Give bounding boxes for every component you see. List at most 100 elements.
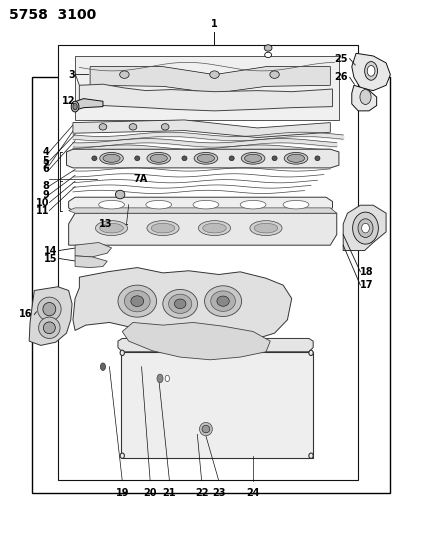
Ellipse shape — [283, 200, 309, 209]
Text: 6: 6 — [42, 165, 49, 174]
Text: 21: 21 — [163, 488, 176, 498]
Ellipse shape — [211, 291, 236, 311]
Ellipse shape — [202, 223, 227, 233]
Ellipse shape — [210, 71, 219, 78]
Ellipse shape — [151, 223, 175, 233]
Ellipse shape — [163, 289, 197, 318]
Polygon shape — [352, 85, 377, 111]
Ellipse shape — [135, 156, 140, 161]
Ellipse shape — [315, 156, 320, 161]
Ellipse shape — [37, 297, 61, 321]
Ellipse shape — [353, 212, 378, 244]
Ellipse shape — [254, 223, 278, 233]
Polygon shape — [75, 56, 339, 120]
Ellipse shape — [39, 317, 60, 338]
Ellipse shape — [284, 152, 308, 164]
Ellipse shape — [182, 156, 187, 161]
Ellipse shape — [131, 296, 144, 306]
Polygon shape — [79, 84, 332, 111]
Text: 12: 12 — [62, 96, 75, 106]
Polygon shape — [66, 149, 339, 168]
Ellipse shape — [202, 425, 210, 433]
Ellipse shape — [265, 52, 272, 58]
Text: 8: 8 — [42, 181, 49, 191]
Ellipse shape — [99, 124, 107, 130]
Polygon shape — [122, 322, 270, 360]
Ellipse shape — [198, 221, 231, 236]
Ellipse shape — [100, 152, 124, 164]
Text: 23: 23 — [212, 488, 226, 498]
Polygon shape — [75, 256, 107, 268]
Polygon shape — [118, 338, 313, 352]
Polygon shape — [69, 197, 332, 212]
Text: 5: 5 — [42, 156, 49, 166]
Ellipse shape — [146, 200, 172, 209]
Ellipse shape — [120, 71, 129, 78]
Text: 19: 19 — [115, 488, 129, 498]
Ellipse shape — [362, 223, 369, 233]
Ellipse shape — [147, 152, 170, 164]
Ellipse shape — [100, 363, 106, 370]
Text: 25: 25 — [334, 54, 347, 63]
Text: 22: 22 — [195, 488, 208, 498]
Bar — [32, 77, 390, 493]
Ellipse shape — [358, 219, 373, 238]
Ellipse shape — [43, 303, 56, 316]
Polygon shape — [69, 208, 337, 213]
Ellipse shape — [217, 296, 229, 306]
Text: 15: 15 — [45, 254, 58, 263]
Polygon shape — [73, 268, 292, 344]
Polygon shape — [352, 53, 390, 91]
Ellipse shape — [194, 152, 218, 164]
Ellipse shape — [124, 290, 150, 312]
Text: 9: 9 — [42, 190, 49, 199]
Ellipse shape — [197, 155, 214, 163]
Ellipse shape — [365, 62, 378, 80]
Text: 4: 4 — [42, 147, 49, 157]
Polygon shape — [343, 205, 386, 251]
Ellipse shape — [73, 103, 77, 110]
Ellipse shape — [270, 71, 279, 78]
Ellipse shape — [367, 66, 375, 76]
Ellipse shape — [272, 156, 277, 161]
Bar — [58, 45, 358, 480]
Text: 14: 14 — [45, 246, 58, 255]
Text: 1: 1 — [211, 19, 218, 29]
Ellipse shape — [264, 45, 272, 51]
Ellipse shape — [169, 294, 192, 313]
Ellipse shape — [199, 422, 212, 436]
Ellipse shape — [115, 190, 125, 199]
Ellipse shape — [161, 124, 169, 130]
Polygon shape — [73, 99, 103, 111]
Ellipse shape — [287, 155, 305, 163]
Ellipse shape — [165, 375, 169, 382]
Ellipse shape — [103, 155, 120, 163]
Ellipse shape — [43, 322, 55, 334]
Polygon shape — [75, 243, 112, 257]
Ellipse shape — [240, 200, 266, 209]
Ellipse shape — [92, 156, 97, 161]
Ellipse shape — [309, 350, 313, 356]
Ellipse shape — [174, 299, 186, 309]
Text: 3: 3 — [68, 70, 75, 79]
Text: 13: 13 — [99, 219, 112, 229]
Polygon shape — [69, 213, 337, 245]
Ellipse shape — [118, 285, 157, 317]
Ellipse shape — [205, 286, 242, 317]
Ellipse shape — [99, 200, 124, 209]
Ellipse shape — [157, 374, 163, 383]
Text: 5758  3100: 5758 3100 — [9, 8, 96, 22]
Text: 16: 16 — [19, 310, 32, 319]
Text: 26: 26 — [334, 72, 347, 82]
Polygon shape — [29, 287, 72, 345]
Ellipse shape — [250, 221, 282, 236]
Ellipse shape — [100, 223, 124, 233]
Text: 20: 20 — [143, 488, 157, 498]
Polygon shape — [73, 120, 330, 138]
Ellipse shape — [96, 221, 128, 236]
Ellipse shape — [241, 152, 265, 164]
Text: 11: 11 — [36, 206, 49, 215]
Ellipse shape — [229, 156, 234, 161]
Ellipse shape — [245, 155, 262, 163]
Ellipse shape — [129, 124, 137, 130]
